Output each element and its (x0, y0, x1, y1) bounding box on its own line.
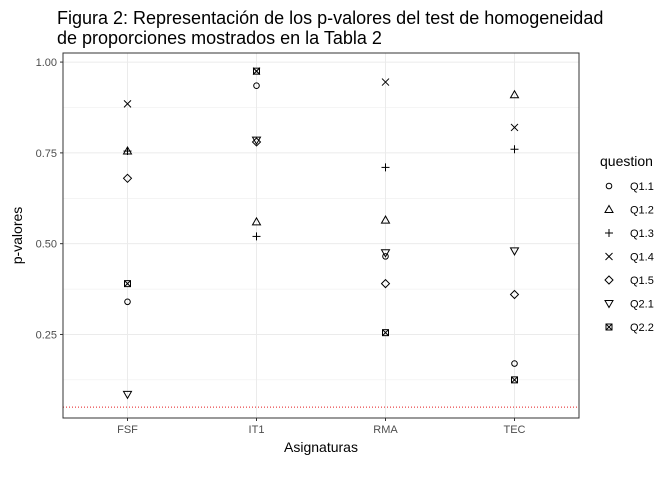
point-Q1.5-IT1 (251, 137, 262, 147)
legend-label: Q1.3 (630, 228, 654, 240)
data-points (122, 67, 520, 400)
point-Q1.5-TEC (509, 289, 520, 300)
point-Q1.1-RMA (382, 253, 389, 260)
legend-label: Q2.2 (630, 322, 654, 334)
point-Q2.2-IT1 (253, 67, 260, 75)
point-Q2.2-TEC (511, 376, 518, 384)
x-axis-title: Asignaturas (284, 439, 358, 455)
point-Q1.2-IT1 (251, 216, 262, 226)
point-Q2.1-IT1 (251, 136, 262, 146)
legend-label: Q1.1 (630, 181, 654, 193)
point-Q1.2-TEC (509, 89, 520, 99)
point-Q1.2-RMA (380, 215, 391, 224)
point-Q1.1-FSF (124, 298, 131, 306)
legend-key-Q2.2 (605, 323, 613, 331)
panel-border (62, 52, 580, 419)
point-Q2.1-TEC (509, 247, 520, 256)
point-Q1.3-RMA (381, 163, 390, 172)
legend: question Q1.1 Q1.2 Q1.3 Q1.4 Q1.5 Q2.1 Q2.2 (600, 153, 654, 334)
y-axis-ticks: 0.25 0.50 0.75 1.00 (36, 57, 63, 341)
point-Q1.4-FSF (123, 99, 132, 108)
y-tick-label: 0.25 (36, 329, 57, 341)
x-tick-label: FSF (117, 424, 138, 436)
legend-label: Q1.4 (630, 252, 654, 264)
legend-label: Q1.2 (630, 205, 654, 217)
legend-key-Q1.3 (605, 229, 613, 237)
chart-title-line-2: de proporciones mostrados en la Tabla 2 (57, 28, 382, 48)
point-Q2.1-FSF (122, 390, 133, 400)
legend-key-Q1.2 (604, 204, 614, 213)
legend-key-Q1.4 (605, 252, 613, 261)
grid-lines (63, 53, 579, 418)
point-Q1.1-IT1 (253, 82, 260, 89)
x-tick-label: IT1 (249, 424, 265, 436)
point-Q1.4-TEC (510, 123, 519, 132)
point-Q1.1-TEC (511, 360, 518, 367)
legend-key-Q1.1 (605, 182, 613, 190)
y-tick-label: 0.50 (36, 239, 57, 251)
legend-label: Q1.5 (630, 275, 654, 287)
point-Q1.3-FSF (123, 147, 132, 156)
point-Q2.2-RMA (382, 329, 389, 337)
x-axis-ticks: FSF IT1 RMA TEC (117, 418, 526, 436)
x-tick-label: RMA (373, 424, 398, 436)
legend-key-Q2.1 (604, 300, 614, 309)
legend-key-Q1.5 (604, 275, 614, 285)
legend-label: Q2.1 (630, 299, 654, 311)
point-Q1.3-TEC (510, 145, 519, 154)
point-Q2.1-RMA (380, 249, 391, 258)
legend-title: question (600, 153, 653, 169)
y-tick-label: 0.75 (36, 148, 57, 160)
point-Q1.3-IT1 (252, 232, 261, 241)
point-Q2.2-FSF (124, 280, 131, 288)
y-axis-title: p-valores (9, 207, 25, 265)
point-Q1.5-FSF (122, 173, 133, 184)
y-tick-label: 1.00 (36, 57, 57, 69)
point-Q1.5-RMA (380, 278, 391, 289)
chart-title-line-1: Figura 2: Representación de los p-valore… (57, 8, 603, 28)
point-Q1.4-RMA (381, 78, 390, 86)
x-tick-label: TEC (504, 424, 526, 436)
